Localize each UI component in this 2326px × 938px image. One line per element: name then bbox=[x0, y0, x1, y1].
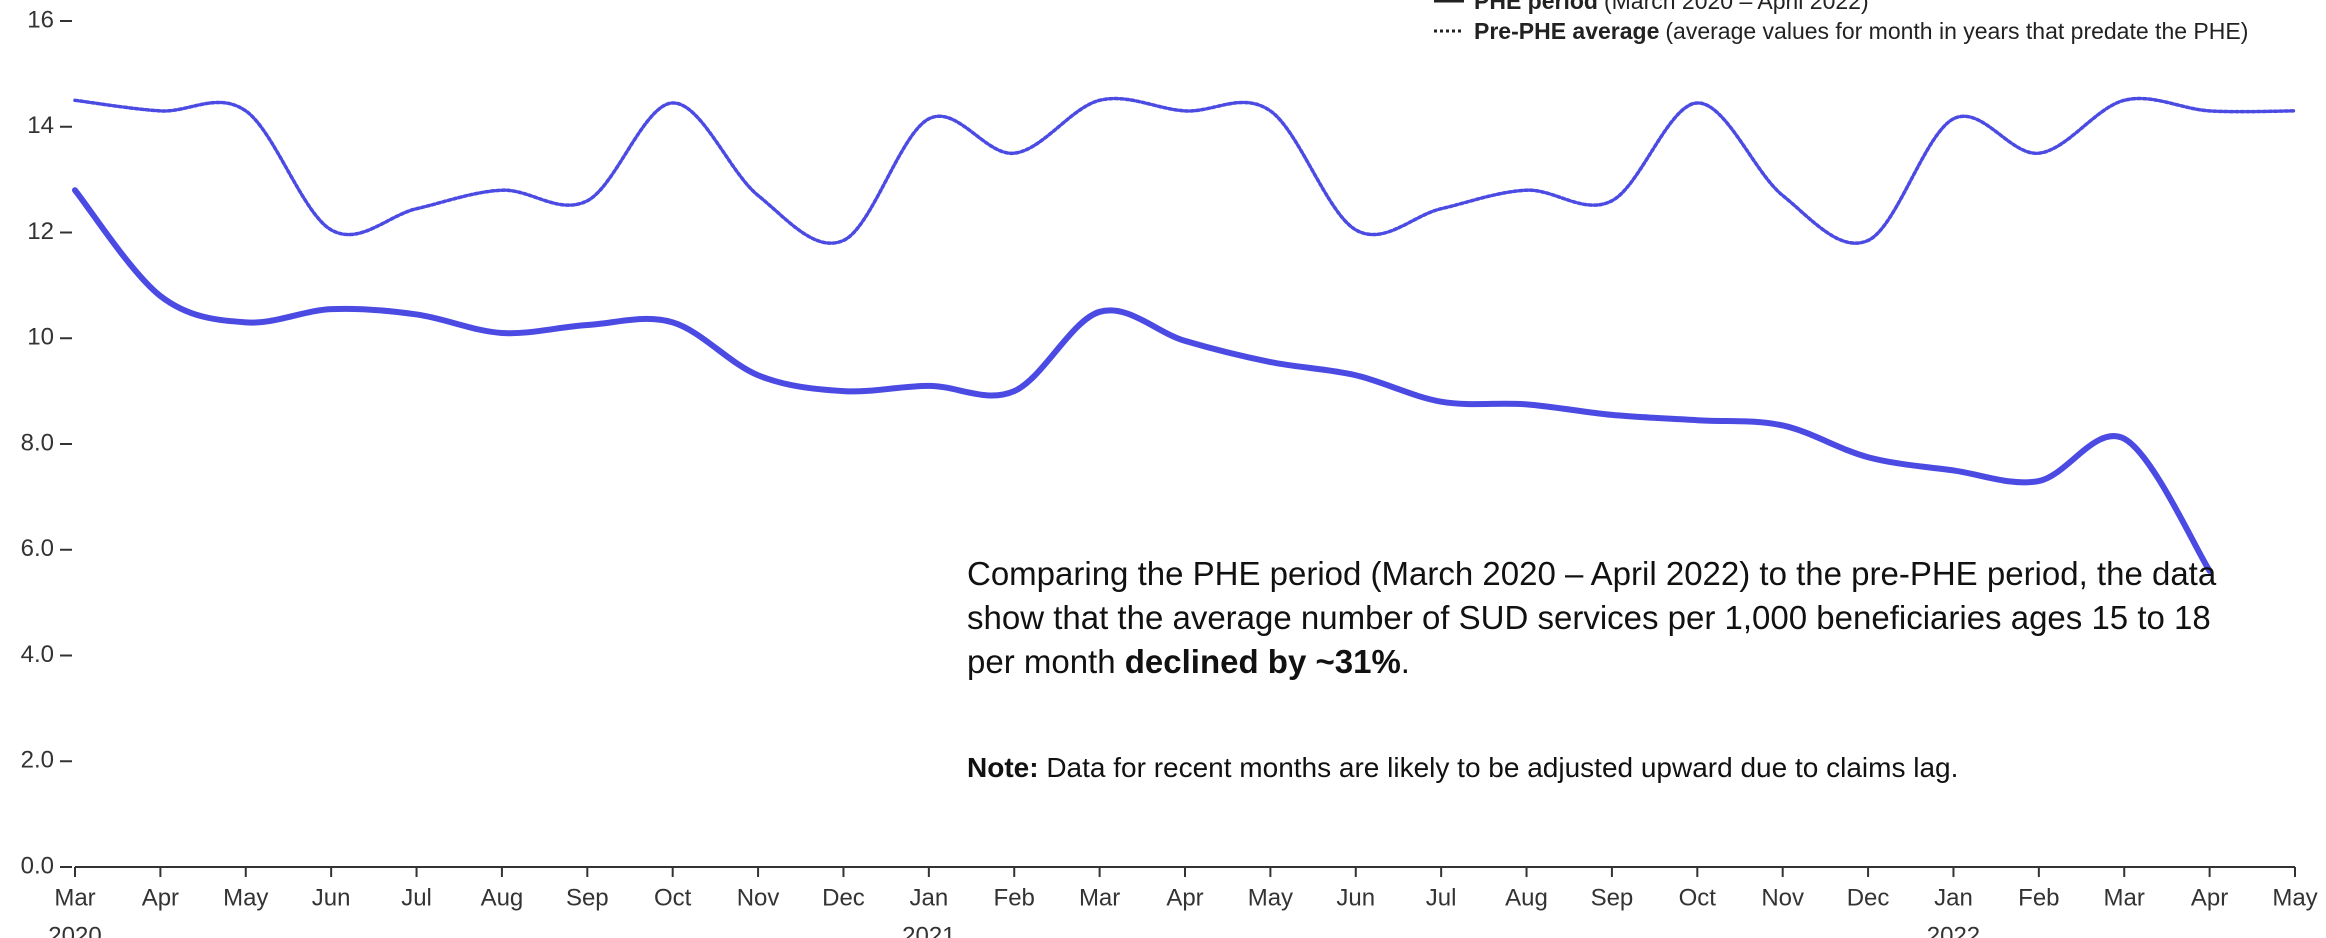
x-tick-label: Jul bbox=[1426, 884, 1457, 911]
y-tick-label: 4.0 bbox=[21, 641, 54, 668]
x-tick-label: Dec bbox=[822, 884, 865, 911]
legend-name: Pre-PHE average bbox=[1474, 18, 1660, 44]
x-tick-label: Aug bbox=[481, 884, 524, 911]
x-tick-label: Jul bbox=[401, 884, 432, 911]
y-tick-label: 14 bbox=[27, 112, 54, 139]
annotation-text: Comparing the PHE period (March 2020 – A… bbox=[967, 555, 2217, 680]
y-tick-label: 16 bbox=[27, 6, 54, 33]
y-tick-label: 10 bbox=[27, 324, 54, 351]
legend: PHE period (March 2020 – April 2022) Pre-P… bbox=[1432, 0, 2248, 46]
legend-swatch bbox=[1434, 29, 1464, 33]
line-series bbox=[72, 187, 2213, 574]
x-tick-label: Feb bbox=[2018, 884, 2059, 911]
x-tick-label: Dec bbox=[1847, 884, 1890, 911]
note-text: Data for recent months are likely to be … bbox=[1038, 752, 1959, 783]
y-tick-label: 2.0 bbox=[21, 747, 54, 774]
x-tick-label: May bbox=[2272, 884, 2317, 911]
x-tick-label: Jan bbox=[909, 884, 948, 911]
x-tick-label: Mar bbox=[54, 884, 95, 911]
note: Note: Data for recent months are likely … bbox=[967, 752, 1958, 784]
x-tick-label: Jun bbox=[312, 884, 351, 911]
x-year-label: 2021 bbox=[902, 922, 955, 938]
legend-note: (average values for month in years that … bbox=[1665, 18, 2249, 44]
x-tick-label: Mar bbox=[1079, 884, 1120, 911]
y-tick-label: 12 bbox=[27, 218, 54, 245]
x-tick-label: Aug bbox=[1505, 884, 1548, 911]
annotation-end: . bbox=[1400, 643, 1410, 680]
x-tick-label: May bbox=[1248, 884, 1293, 911]
line-series bbox=[73, 96, 2297, 245]
x-tick-label: Oct bbox=[1679, 884, 1717, 911]
legend-name: PHE period bbox=[1474, 0, 1598, 14]
x-tick-label: Jan bbox=[1934, 884, 1973, 911]
x-year-label: 2020 bbox=[48, 922, 101, 938]
legend-entry: Pre-PHE average (average values for month… bbox=[1432, 16, 2248, 46]
x-tick-label: Feb bbox=[994, 884, 1035, 911]
x-tick-label: Apr bbox=[1166, 884, 1203, 911]
x-tick-label: Nov bbox=[1761, 884, 1804, 911]
x-tick-label: Jun bbox=[1336, 884, 1375, 911]
x-tick-label: Sep bbox=[1591, 884, 1634, 911]
x-tick-label: Apr bbox=[142, 884, 179, 911]
y-tick-label: 0.0 bbox=[21, 852, 54, 879]
x-tick-label: Nov bbox=[737, 884, 780, 911]
y-tick-label: 6.0 bbox=[21, 535, 54, 562]
legend-note: (March 2020 – April 2022) bbox=[1603, 0, 1869, 14]
x-tick-label: Oct bbox=[654, 884, 692, 911]
x-tick-label: May bbox=[223, 884, 268, 911]
legend-swatch bbox=[1434, 0, 1464, 3]
x-tick-label: Sep bbox=[566, 884, 609, 911]
legend-entry: PHE period (March 2020 – April 2022) bbox=[1432, 0, 2248, 16]
annotation-emphasis: declined by ~31% bbox=[1124, 643, 1401, 680]
y-tick-label: 8.0 bbox=[21, 429, 54, 456]
x-year-label: 2022 bbox=[1927, 922, 1980, 938]
x-tick-label: Apr bbox=[2191, 884, 2228, 911]
annotation: Comparing the PHE period (March 2020 – A… bbox=[967, 552, 2227, 684]
x-tick-label: Mar bbox=[2104, 884, 2145, 911]
note-label: Note: bbox=[967, 752, 1039, 783]
